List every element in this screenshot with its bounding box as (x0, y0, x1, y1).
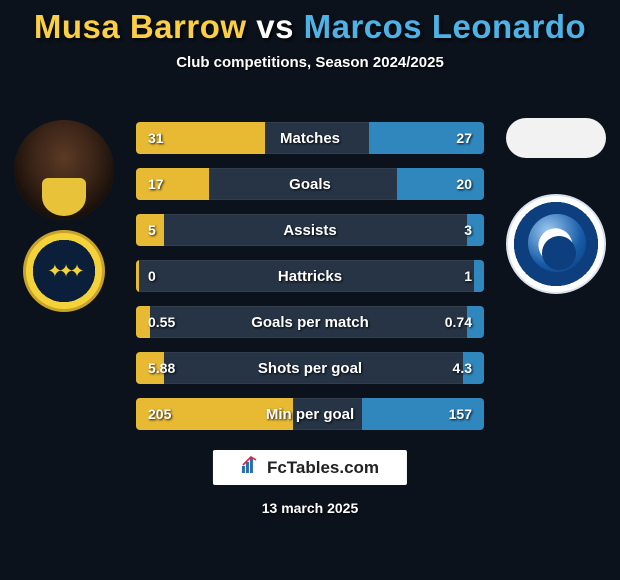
player1-avatar (14, 120, 114, 220)
player2-avatar-placeholder (506, 118, 606, 158)
stat-row: 0Hattricks1 (136, 260, 484, 292)
stat-row: 0.55Goals per match0.74 (136, 306, 484, 338)
player2-club-badge (506, 194, 606, 294)
subtitle: Club competitions, Season 2024/2025 (0, 54, 620, 71)
vs-separator: vs (256, 8, 294, 45)
left-column (8, 120, 120, 312)
stat-value-right: 0.74 (433, 314, 484, 330)
brand-badge: FcTables.com (213, 450, 407, 485)
player1-name: Musa Barrow (34, 8, 247, 45)
player1-club-badge (23, 230, 105, 312)
stat-value-left: 205 (136, 406, 183, 422)
stat-label: Assists (136, 222, 484, 239)
player2-name: Marcos Leonardo (304, 8, 587, 45)
stat-value-left: 31 (136, 130, 176, 146)
stat-value-left: 5.88 (136, 360, 187, 376)
stat-row: 5Assists3 (136, 214, 484, 246)
stat-value-right: 3 (452, 222, 484, 238)
brand-logo-icon (241, 456, 259, 479)
stat-value-left: 5 (136, 222, 168, 238)
stat-value-left: 0.55 (136, 314, 187, 330)
stat-value-left: 0 (136, 268, 168, 284)
stat-value-right: 4.3 (441, 360, 484, 376)
stat-value-left: 17 (136, 176, 176, 192)
stat-value-right: 20 (444, 176, 484, 192)
stats-table: 31Matches2717Goals205Assists30Hattricks1… (136, 122, 484, 444)
stat-label: Shots per goal (136, 360, 484, 377)
stat-value-right: 27 (444, 130, 484, 146)
comparison-title: Musa Barrow vs Marcos Leonardo (0, 0, 620, 46)
brand-text: FcTables.com (267, 458, 379, 478)
right-column (500, 118, 612, 294)
stat-value-right: 1 (452, 268, 484, 284)
stat-label: Hattricks (136, 268, 484, 285)
stat-row: 205Min per goal157 (136, 398, 484, 430)
avatar-face-icon (14, 120, 114, 220)
stat-row: 5.88Shots per goal4.3 (136, 352, 484, 384)
stat-value-right: 157 (437, 406, 484, 422)
date-label: 13 march 2025 (0, 500, 620, 516)
stat-row: 31Matches27 (136, 122, 484, 154)
stat-row: 17Goals20 (136, 168, 484, 200)
